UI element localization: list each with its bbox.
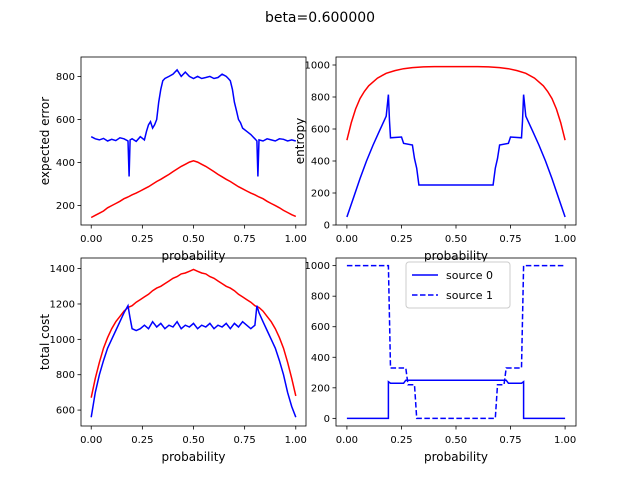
- x-tick-label: 0.00: [336, 435, 358, 446]
- y-tick-label: 0: [324, 414, 330, 425]
- x-axis-label: probability: [161, 450, 225, 464]
- series-line-0: [346, 379, 566, 420]
- y-tick-label: 600: [311, 125, 330, 136]
- y-axis-label: total cost: [38, 314, 52, 370]
- legend-label-1: source 1: [446, 289, 493, 302]
- y-tick-label: 600: [56, 406, 75, 417]
- y-axis-label: entropy: [293, 118, 307, 164]
- series-line-0: [90, 68, 296, 177]
- y-tick-label: 400: [56, 158, 75, 169]
- subplot-top-left: 0.00 0.25 0.50 0.75 1.00 200 400 600 800 probabil…: [38, 56, 307, 263]
- x-tick-label: 0.25: [390, 435, 412, 446]
- x-tick-label: 0.50: [182, 234, 204, 245]
- x-tick-label: 1.00: [285, 234, 307, 245]
- y-tick-label: 800: [56, 370, 75, 381]
- x-tick-label: 0.00: [80, 234, 102, 245]
- x-tick-label: 0.75: [499, 234, 521, 245]
- subplot-bottom-left: 0.00 0.25 0.50 0.75 1.00 600 800 1000 1200 1400 pr…: [38, 257, 307, 464]
- series-line-1: [346, 94, 566, 218]
- y-tick-label: 200: [56, 201, 75, 212]
- x-tick-label: 0.00: [80, 435, 102, 446]
- figure-title: beta=0.600000: [265, 10, 375, 26]
- x-tick-label: 1.00: [554, 234, 576, 245]
- y-tick-label: 1200: [50, 299, 75, 310]
- x-tick-label: 0.75: [234, 435, 256, 446]
- x-tick-label: 0.75: [499, 435, 521, 446]
- x-tick-label: 0.25: [131, 234, 153, 245]
- y-tick-label: 400: [311, 157, 330, 168]
- subplot-top-right: 0.00 0.25 0.50 0.75 1.00 0 200 400 600 800 1000 pro…: [293, 56, 577, 263]
- y-tick-label: 0: [324, 221, 330, 232]
- y-tick-label: 800: [311, 93, 330, 104]
- y-tick-label: 1400: [50, 264, 75, 275]
- series-line-1: [90, 303, 297, 418]
- y-tick-label: 800: [311, 292, 330, 303]
- x-tick-label: 1.00: [554, 435, 576, 446]
- legend-box: [405, 261, 511, 309]
- x-tick-label: 0.00: [336, 234, 358, 245]
- series-line-1: [90, 160, 297, 219]
- y-axis-label: expected error: [38, 97, 52, 186]
- series-line-1: [346, 264, 566, 420]
- y-tick-label: 200: [311, 383, 330, 394]
- y-tick-label: 1000: [305, 61, 330, 72]
- x-axis-label: probability: [161, 249, 225, 263]
- x-axis-label: probability: [424, 450, 488, 464]
- x-tick-label: 0.25: [390, 234, 412, 245]
- y-tick-label: 1000: [305, 261, 330, 272]
- legend-label-0: source 0: [446, 269, 493, 282]
- x-axis-label: probability: [424, 249, 488, 263]
- x-tick-label: 1.00: [285, 435, 307, 446]
- y-tick-label: 600: [311, 322, 330, 333]
- x-tick-label: 0.75: [234, 234, 256, 245]
- y-tick-label: 800: [56, 72, 75, 83]
- y-tick-label: 1000: [50, 335, 75, 346]
- legend: source 0 source 1: [405, 261, 511, 309]
- series-line-0: [346, 65, 566, 141]
- y-tick-label: 400: [311, 353, 330, 364]
- series-line-0: [90, 268, 297, 398]
- y-tick-label: 600: [56, 115, 75, 126]
- x-tick-label: 0.50: [445, 234, 467, 245]
- x-tick-label: 0.50: [445, 435, 467, 446]
- x-tick-label: 0.25: [131, 435, 153, 446]
- y-tick-label: 200: [311, 189, 330, 200]
- x-tick-label: 0.50: [182, 435, 204, 446]
- subplot-bottom-right: 0.00 0.25 0.50 0.75 1.00 0 200 400 600 800 1000 pro…: [305, 257, 577, 464]
